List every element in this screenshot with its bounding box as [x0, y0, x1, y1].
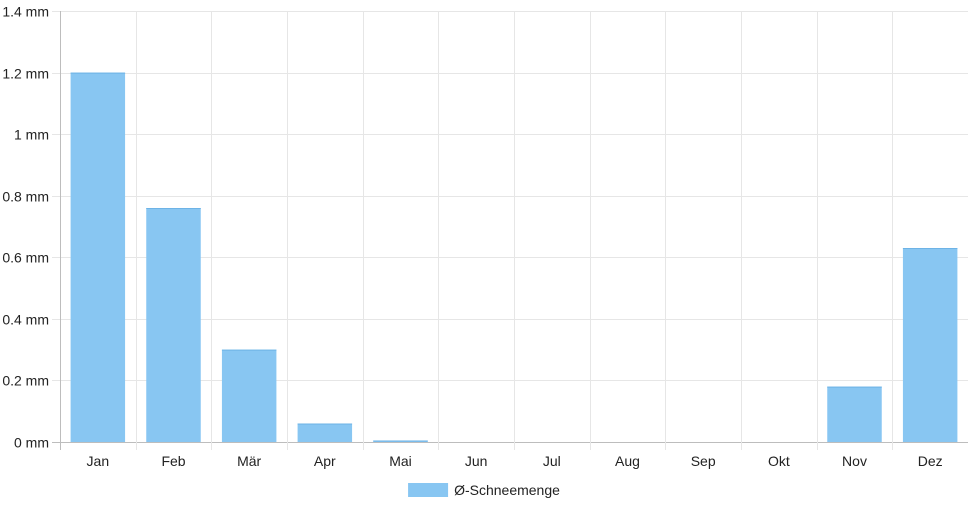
legend-swatch[interactable] — [408, 483, 449, 497]
x-tick-label: Sep — [691, 453, 716, 469]
bar-mär[interactable] — [221, 349, 277, 442]
bar-nov[interactable] — [827, 386, 882, 442]
x-tick-label: Jun — [465, 453, 488, 469]
bar-feb[interactable] — [146, 208, 201, 442]
label-layer: 0 mm 0.2 mm 0.4 mm 0.6 mm 0.8 mm 1 mm 1.2 mm 1.… — [2, 4, 942, 470]
x-tick-label: Nov — [842, 453, 867, 469]
y-tick-label: 0.8 mm — [2, 189, 49, 205]
legend[interactable]: Ø-Schneemenge — [408, 482, 560, 498]
bar-apr[interactable] — [297, 423, 353, 442]
x-tick-label: Mär — [237, 453, 261, 469]
y-tick-label: 0 mm — [14, 435, 49, 451]
legend-label[interactable]: Ø-Schneemenge — [454, 482, 560, 498]
bar-jan[interactable] — [70, 72, 126, 443]
y-tick-label: 1 mm — [14, 127, 49, 143]
grid-layer — [52, 11, 968, 450]
y-tick-label: 1.4 mm — [2, 4, 49, 20]
x-tick-label: Mai — [389, 453, 412, 469]
x-tick-label: Feb — [161, 453, 185, 469]
x-tick-label: Apr — [314, 453, 336, 469]
y-tick-label: 0.2 mm — [2, 373, 49, 389]
x-tick-label: Okt — [768, 453, 790, 469]
y-tick-label: 0.4 mm — [2, 312, 49, 328]
x-tick-label: Jul — [543, 453, 561, 469]
x-tick-label: Aug — [615, 453, 640, 469]
y-tick-label: 0.6 mm — [2, 250, 49, 266]
bar-layer — [70, 72, 958, 443]
y-tick-label: 1.2 mm — [2, 66, 49, 82]
x-tick-label: Dez — [918, 453, 943, 469]
x-tick-label: Jan — [87, 453, 110, 469]
bar-dez[interactable] — [902, 248, 958, 442]
